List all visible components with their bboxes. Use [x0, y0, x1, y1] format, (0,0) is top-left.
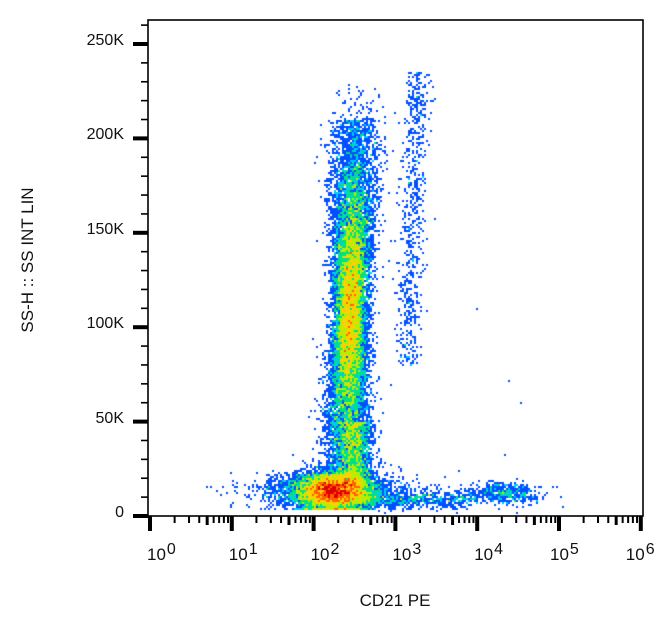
y-tick-label: 200K [86, 126, 124, 144]
x-axis-label: CD21 PE [359, 591, 431, 610]
y-tick-label: 0 [115, 504, 124, 521]
x-tick-label: 100 [147, 541, 176, 564]
x-tick-label: 105 [550, 541, 579, 564]
y-tick-label: 250K [86, 32, 124, 49]
x-tick-label: 101 [228, 541, 258, 564]
y-tick-label: 150K [86, 220, 124, 238]
x-tick-label: 104 [474, 541, 504, 564]
y-tick-label: 50K [95, 409, 124, 427]
y-axis-label: SS-H :: SS INT LIN [18, 187, 37, 333]
x-tick-label: 102 [310, 541, 340, 564]
y-tick-label: 100K [86, 315, 124, 333]
x-tick-label: 106 [625, 541, 655, 564]
x-tick-label: 103 [392, 541, 422, 564]
